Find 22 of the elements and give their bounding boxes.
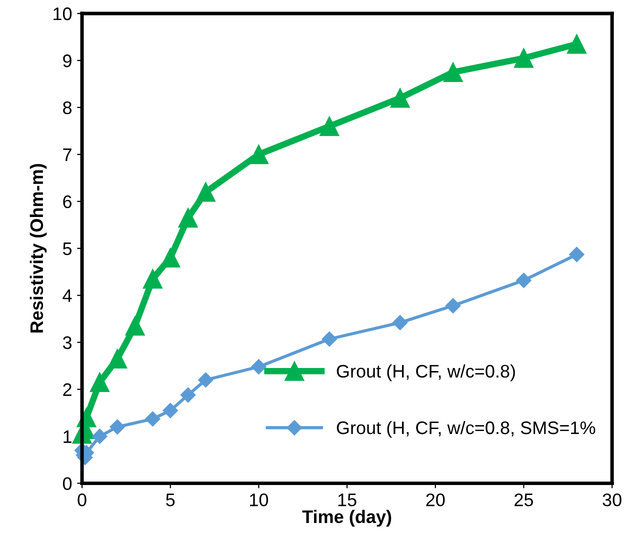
x-tick-label: 15 <box>338 494 356 506</box>
y-tick-label: 6 <box>63 195 72 208</box>
legend-label: Grout (H, CF, w/c=0.8, SMS=1% <box>336 420 596 438</box>
x-tick-label: 5 <box>166 494 175 506</box>
x-tick-label: 30 <box>602 494 622 506</box>
y-tick-label: 7 <box>63 148 72 161</box>
x-tick-label: 25 <box>514 494 534 506</box>
y-tick-label: 5 <box>62 242 72 256</box>
y-tick-label: 0 <box>62 477 72 490</box>
legend-label: Grout (H, CF, w/c=0.8) <box>336 364 515 382</box>
x-tick-label: 0 <box>78 494 86 506</box>
y-tick-label: 2 <box>63 383 72 396</box>
y-tick-label: 1 <box>64 430 72 443</box>
y-tick-label: 3 <box>62 336 72 350</box>
x-tick-label: 10 <box>250 494 268 506</box>
y-tick-label: 9 <box>63 54 72 68</box>
y-tick-label: 10 <box>54 7 72 20</box>
y-tick-label: 8 <box>63 101 72 114</box>
x-tick-label: 20 <box>426 494 445 506</box>
y-axis-title: Resistivity (Ohm-m) <box>30 164 47 332</box>
x-axis-title: Time (day) <box>302 510 392 527</box>
y-tick-label: 4 <box>62 290 72 302</box>
